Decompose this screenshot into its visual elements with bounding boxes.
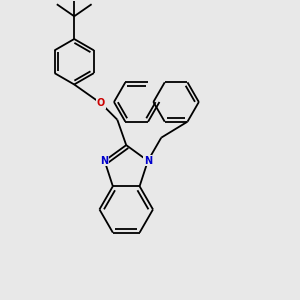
Text: N: N <box>100 156 109 166</box>
Text: O: O <box>97 98 105 108</box>
Text: N: N <box>144 156 152 166</box>
